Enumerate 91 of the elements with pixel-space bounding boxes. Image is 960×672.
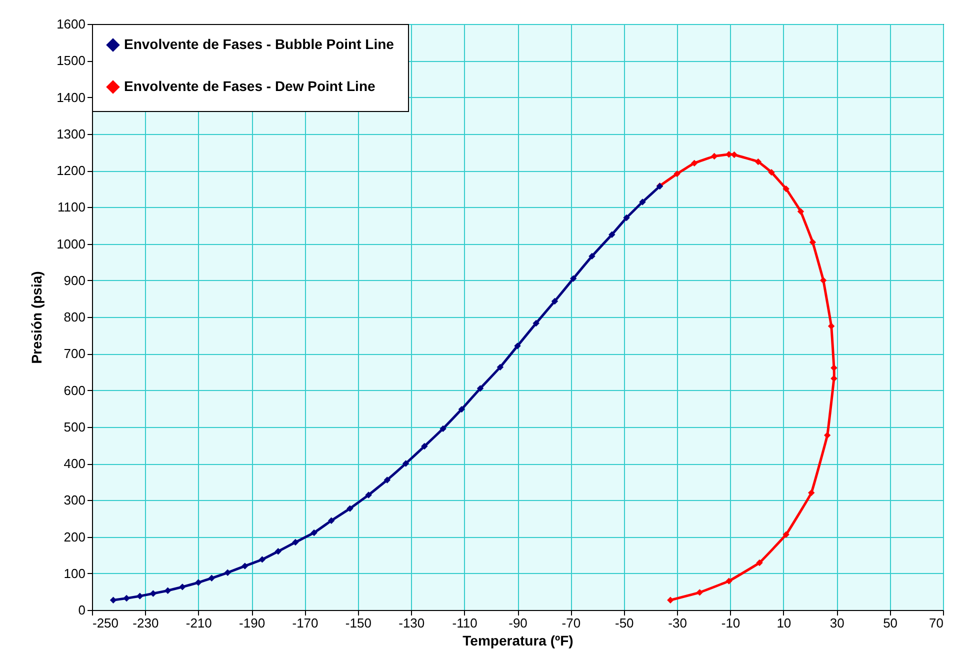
y-tick-label: 1400 bbox=[56, 90, 86, 105]
point bbox=[809, 238, 816, 246]
point bbox=[756, 559, 763, 566]
legend-label: Envolvente de Fases - Dew Point Line bbox=[124, 78, 376, 94]
point bbox=[570, 275, 577, 282]
y-tick-label: 500 bbox=[64, 419, 86, 434]
point bbox=[820, 277, 827, 284]
y-tick-label: 0 bbox=[78, 602, 86, 618]
point bbox=[346, 505, 354, 512]
point bbox=[588, 252, 596, 260]
x-tick-label: -50 bbox=[614, 616, 634, 630]
x-tick-label: -210 bbox=[186, 616, 212, 630]
point bbox=[782, 531, 790, 538]
x-tick-label: 70 bbox=[929, 616, 944, 630]
point bbox=[551, 298, 558, 305]
point bbox=[136, 592, 144, 600]
y-tick-label: 100 bbox=[64, 566, 86, 581]
point bbox=[830, 364, 838, 372]
point bbox=[696, 589, 704, 596]
point bbox=[476, 385, 484, 392]
y-tick-label: 800 bbox=[64, 310, 86, 324]
x-tick-label: -190 bbox=[239, 616, 266, 630]
point bbox=[754, 158, 762, 166]
point bbox=[496, 364, 504, 371]
y-tick-label: 200 bbox=[64, 529, 86, 544]
point bbox=[274, 548, 282, 555]
point bbox=[828, 322, 835, 330]
point bbox=[328, 517, 335, 524]
y-tick-label: 600 bbox=[64, 382, 86, 398]
y-tick-label: 700 bbox=[64, 346, 86, 362]
point bbox=[384, 476, 391, 484]
point bbox=[195, 579, 202, 586]
point bbox=[123, 594, 130, 602]
x-tick-label: 10 bbox=[776, 616, 792, 630]
x-tick-label: -230 bbox=[132, 616, 159, 630]
y-tick-label: 900 bbox=[64, 272, 86, 288]
x-tick-label: -70 bbox=[562, 616, 581, 630]
x-tick-label: -10 bbox=[721, 616, 740, 630]
point bbox=[179, 584, 186, 590]
point bbox=[797, 208, 804, 215]
point bbox=[310, 529, 318, 536]
y-axis-title: Presión (psia) bbox=[28, 271, 45, 364]
x-tick-label: -250 bbox=[92, 616, 119, 630]
point bbox=[623, 214, 630, 222]
point bbox=[532, 320, 540, 327]
x-tick-label: -170 bbox=[292, 616, 318, 630]
point bbox=[258, 556, 266, 563]
point bbox=[690, 160, 698, 167]
point bbox=[824, 432, 831, 439]
x-tick-label: 30 bbox=[830, 616, 844, 630]
point bbox=[674, 170, 680, 178]
x-tick-label: -90 bbox=[508, 616, 528, 630]
y-tick-label: 400 bbox=[64, 456, 86, 471]
y-tick-label: 300 bbox=[64, 492, 86, 508]
point bbox=[365, 492, 372, 498]
x-tick-label: -130 bbox=[398, 616, 425, 630]
point bbox=[402, 460, 410, 467]
point bbox=[730, 151, 738, 158]
point bbox=[421, 442, 428, 450]
point bbox=[830, 375, 838, 382]
legend-label: Envolvente de Fases - Bubble Point Line bbox=[124, 36, 394, 52]
point bbox=[440, 425, 446, 432]
point bbox=[768, 168, 775, 176]
y-tick-label: 1100 bbox=[58, 200, 86, 215]
point bbox=[514, 342, 521, 350]
point bbox=[782, 185, 790, 192]
point bbox=[208, 574, 216, 582]
x-axis-title: Temperatura (ºF) bbox=[462, 632, 574, 648]
point bbox=[458, 406, 466, 413]
point bbox=[726, 151, 732, 158]
point bbox=[667, 596, 674, 604]
x-tick-label: 50 bbox=[883, 616, 898, 630]
point bbox=[292, 538, 299, 546]
point bbox=[808, 489, 815, 496]
point bbox=[608, 231, 616, 238]
y-tick-label: 1300 bbox=[56, 126, 86, 142]
point bbox=[224, 569, 231, 576]
y-tick-label: 1500 bbox=[56, 53, 86, 68]
point bbox=[150, 590, 157, 597]
point bbox=[726, 578, 732, 584]
point bbox=[242, 562, 248, 570]
x-tick-label: -30 bbox=[668, 616, 687, 630]
x-tick-label: -150 bbox=[345, 616, 372, 630]
point bbox=[110, 596, 117, 604]
y-tick-label: 1600 bbox=[56, 16, 86, 32]
point bbox=[639, 198, 646, 206]
point bbox=[164, 587, 172, 594]
point bbox=[710, 152, 718, 160]
y-tick-label: 1000 bbox=[56, 236, 86, 252]
x-tick-label: -110 bbox=[452, 616, 478, 630]
y-tick-label: 1200 bbox=[56, 163, 86, 178]
